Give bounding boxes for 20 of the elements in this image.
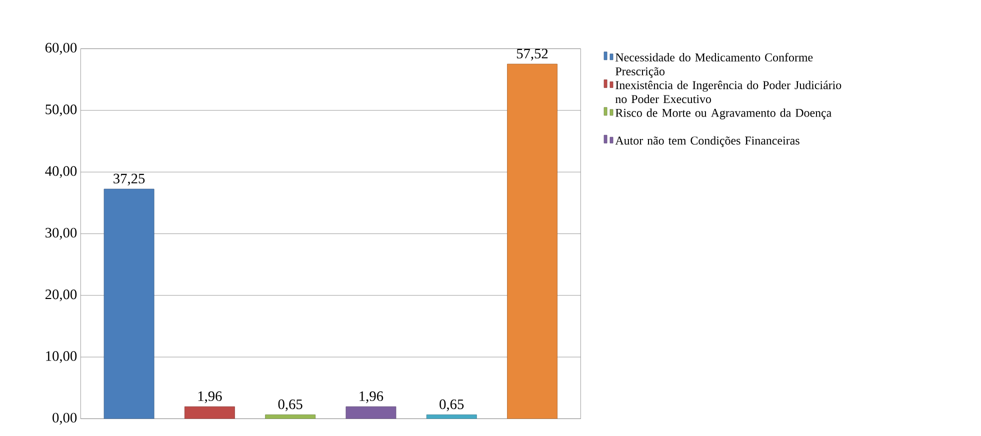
legend-label: Necessidade do Medicamento Conforme Prescrição [616,52,813,78]
y-tick-label: 40,00 [45,166,77,178]
legend-label: Risco de Morte ou Agravamento da Doença [616,108,832,120]
bar [265,414,316,419]
data-label: 1,96 [198,391,222,404]
data-label: 1,96 [360,391,384,404]
bar [184,406,235,419]
data-label: 57,52 [516,48,548,60]
bar [426,414,477,419]
y-tick-label: 10,00 [46,351,77,363]
data-label: 37,25 [114,174,145,186]
data-label: 0,65 [278,399,302,412]
legend-label: Autor não tem Condições Financeiras [615,136,800,148]
y-tick-label: 20,00 [45,290,77,302]
data-label: 0,65 [440,399,464,412]
y-tick-label: 60,00 [45,42,77,55]
y-tick-label: 30,00 [46,228,77,240]
y-tick-label: 50,00 [46,104,77,116]
legend-label: Inexistência de Ingerência do Poder Judiciário no Poder Executivo [615,80,842,104]
y-tick-label: 0,00 [52,412,77,425]
